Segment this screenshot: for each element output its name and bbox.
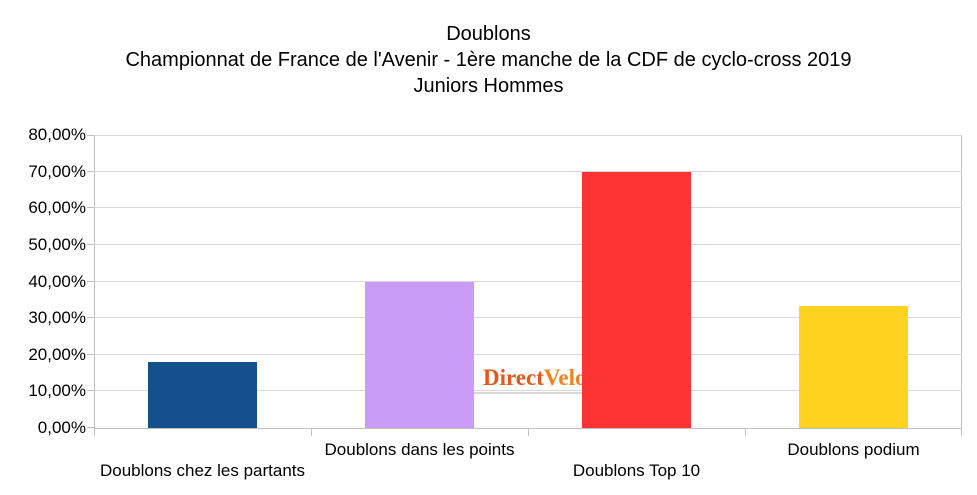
x-axis-label-doublons-dans-les-points: Doublons dans les points [324,440,515,459]
y-axis-tick-30 [87,317,94,319]
directvelo-watermark: DirectVelo [468,365,591,394]
gridline-80 [94,135,962,136]
bar-doublons-top-10 [582,171,691,428]
y-axis-label-20: 20,00% [28,344,86,364]
y-axis-tick-20 [87,353,94,355]
watermark-direct: Direct [483,365,544,390]
gridline-60 [94,207,962,209]
x-axis-label-doublons-podium: Doublons podium [787,440,920,459]
y-axis-tick-10 [87,390,94,392]
y-axis-label-0: 0,00% [37,418,86,437]
gridline-20 [94,353,962,355]
y-axis-tick-50 [87,243,94,245]
y-axis-tick-70 [87,170,94,172]
y-axis-label-50: 50,00% [28,234,86,254]
bar-doublons-chez-les-partants [148,362,257,428]
gridline-70 [94,170,962,172]
x-axis-tick-2 [527,429,529,436]
gridline-40 [94,280,962,282]
y-axis-label-70: 70,00% [28,161,86,181]
x-axis-label-doublons-chez-les-partants: Doublons chez les partants [99,461,306,480]
plot-right-border [961,135,962,428]
chart-title-line1: Doublons [446,23,531,45]
y-axis-label-60: 60,00% [28,198,86,218]
bar-doublons-podium [799,305,908,428]
x-axis-tick-1 [310,429,312,436]
bar-doublons-dans-les-points [365,281,474,428]
gridline-50 [94,243,962,245]
y-axis-tick-60 [87,207,94,209]
x-axis-tick-3 [744,429,746,436]
plot-area: DirectVelo 0,00% 10,00% 20,00% 30,00% 40,00%… [28,125,962,480]
y-axis-tick-0 [87,427,94,428]
x-axis-tick-0 [94,429,95,436]
x-axis-label-doublons-top-10: Doublons Top 10 [572,461,701,480]
gridline-30 [94,317,962,319]
y-axis-tick-40 [87,280,94,282]
y-axis-label-40: 40,00% [28,271,86,291]
x-axis-tick-4 [961,429,962,436]
y-axis-tick-80 [87,135,94,136]
y-axis-label-10: 10,00% [28,381,86,401]
chart-title-line3: Juniors Hommes [413,75,564,97]
y-axis-label-30: 30,00% [28,308,86,328]
chart-title-line2: Championnat de France de l'Avenir - 1ère… [125,49,852,71]
y-axis-label-80: 80,00% [28,125,86,144]
gridline-10 [94,390,962,392]
x-axis-line [94,428,962,429]
y-axis-line [94,135,95,428]
chart-title: Doublons Championnat de France de l'Aven… [0,21,977,99]
watermark-velo: Velo [543,365,587,390]
